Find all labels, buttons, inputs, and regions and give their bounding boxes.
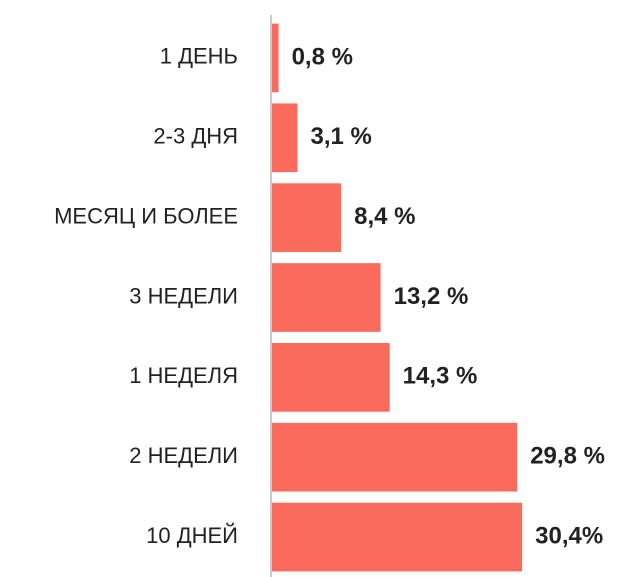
bar <box>272 343 390 412</box>
category-label: 2 НЕДЕЛИ <box>129 443 238 468</box>
bar <box>272 263 381 332</box>
value-label: 8,4 % <box>354 203 415 230</box>
category-label: МЕСЯЦ И БОЛЕЕ <box>54 203 238 228</box>
bar <box>272 502 523 572</box>
bar <box>272 103 298 173</box>
category-label: 2-3 ДНЯ <box>153 124 238 149</box>
value-label: 29,8 % <box>530 443 605 470</box>
value-label: 0,8 % <box>292 43 353 70</box>
value-label: 14,3 % <box>403 363 478 390</box>
bar <box>272 23 279 93</box>
value-label: 13,2 % <box>394 283 469 310</box>
value-label: 30,4% <box>535 522 603 549</box>
category-label: 1 ДЕНЬ <box>160 44 238 69</box>
value-label: 3,1 % <box>311 123 372 150</box>
category-label: 1 НЕДЕЛЯ <box>129 363 238 388</box>
bar <box>272 183 342 252</box>
category-label: 10 ДНЕЙ <box>146 523 238 548</box>
category-label: 3 НЕДЕЛИ <box>129 283 238 308</box>
bar <box>272 422 518 492</box>
